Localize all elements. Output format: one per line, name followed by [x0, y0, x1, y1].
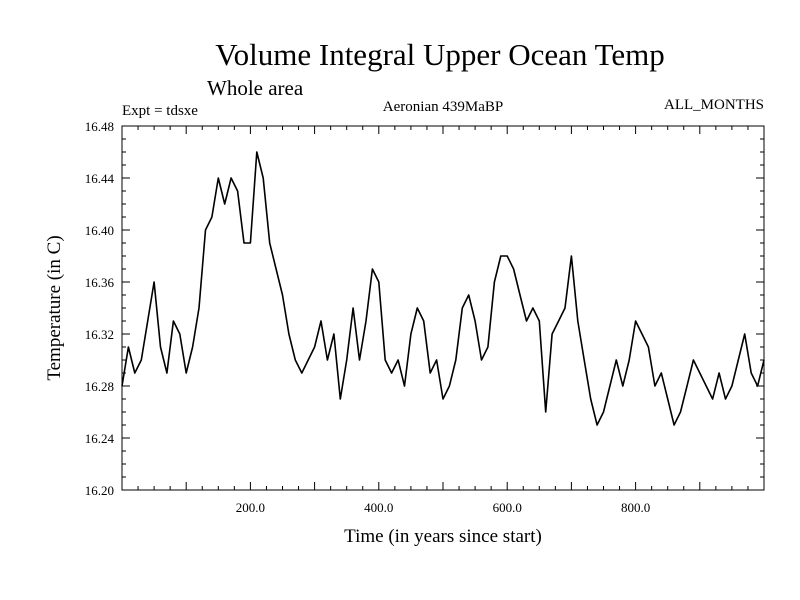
chart-subtitle: Whole area — [207, 76, 304, 100]
x-tick-label: 200.0 — [236, 500, 265, 515]
x-tick-label: 800.0 — [621, 500, 650, 515]
y-tick-label: 16.36 — [85, 275, 115, 290]
y-tick-label: 16.40 — [85, 223, 114, 238]
y-tick-label: 16.32 — [85, 327, 114, 342]
months-label: ALL_MONTHS — [664, 97, 764, 113]
experiment-label: Expt = tdsxe — [122, 103, 198, 119]
x-tick-label: 400.0 — [364, 500, 393, 515]
y-tick-label: 16.24 — [85, 431, 115, 446]
series-layer — [121, 151, 765, 426]
y-tick-label: 16.28 — [85, 379, 114, 394]
period-label: Aeronian 439MaBP — [383, 99, 503, 115]
chart-title: Volume Integral Upper Ocean Temp — [215, 37, 665, 72]
x-tick-label: 600.0 — [493, 500, 522, 515]
y-axis-label: Temperature (in C) — [44, 235, 65, 380]
y-tick-label: 16.20 — [85, 483, 114, 498]
y-tick-label: 16.48 — [85, 119, 114, 134]
x-axis-label: Time (in years since start) — [344, 526, 542, 547]
y-tick-labels: 16.20 16.24 16.28 16.32 16.36 16.40 16.44 16.48 — [85, 119, 115, 498]
x-tick-labels: 200.0 400.0 600.0 800.0 — [236, 500, 650, 515]
series-line — [121, 151, 765, 426]
axis-ticks — [121, 125, 765, 491]
y-tick-label: 16.44 — [85, 171, 115, 186]
